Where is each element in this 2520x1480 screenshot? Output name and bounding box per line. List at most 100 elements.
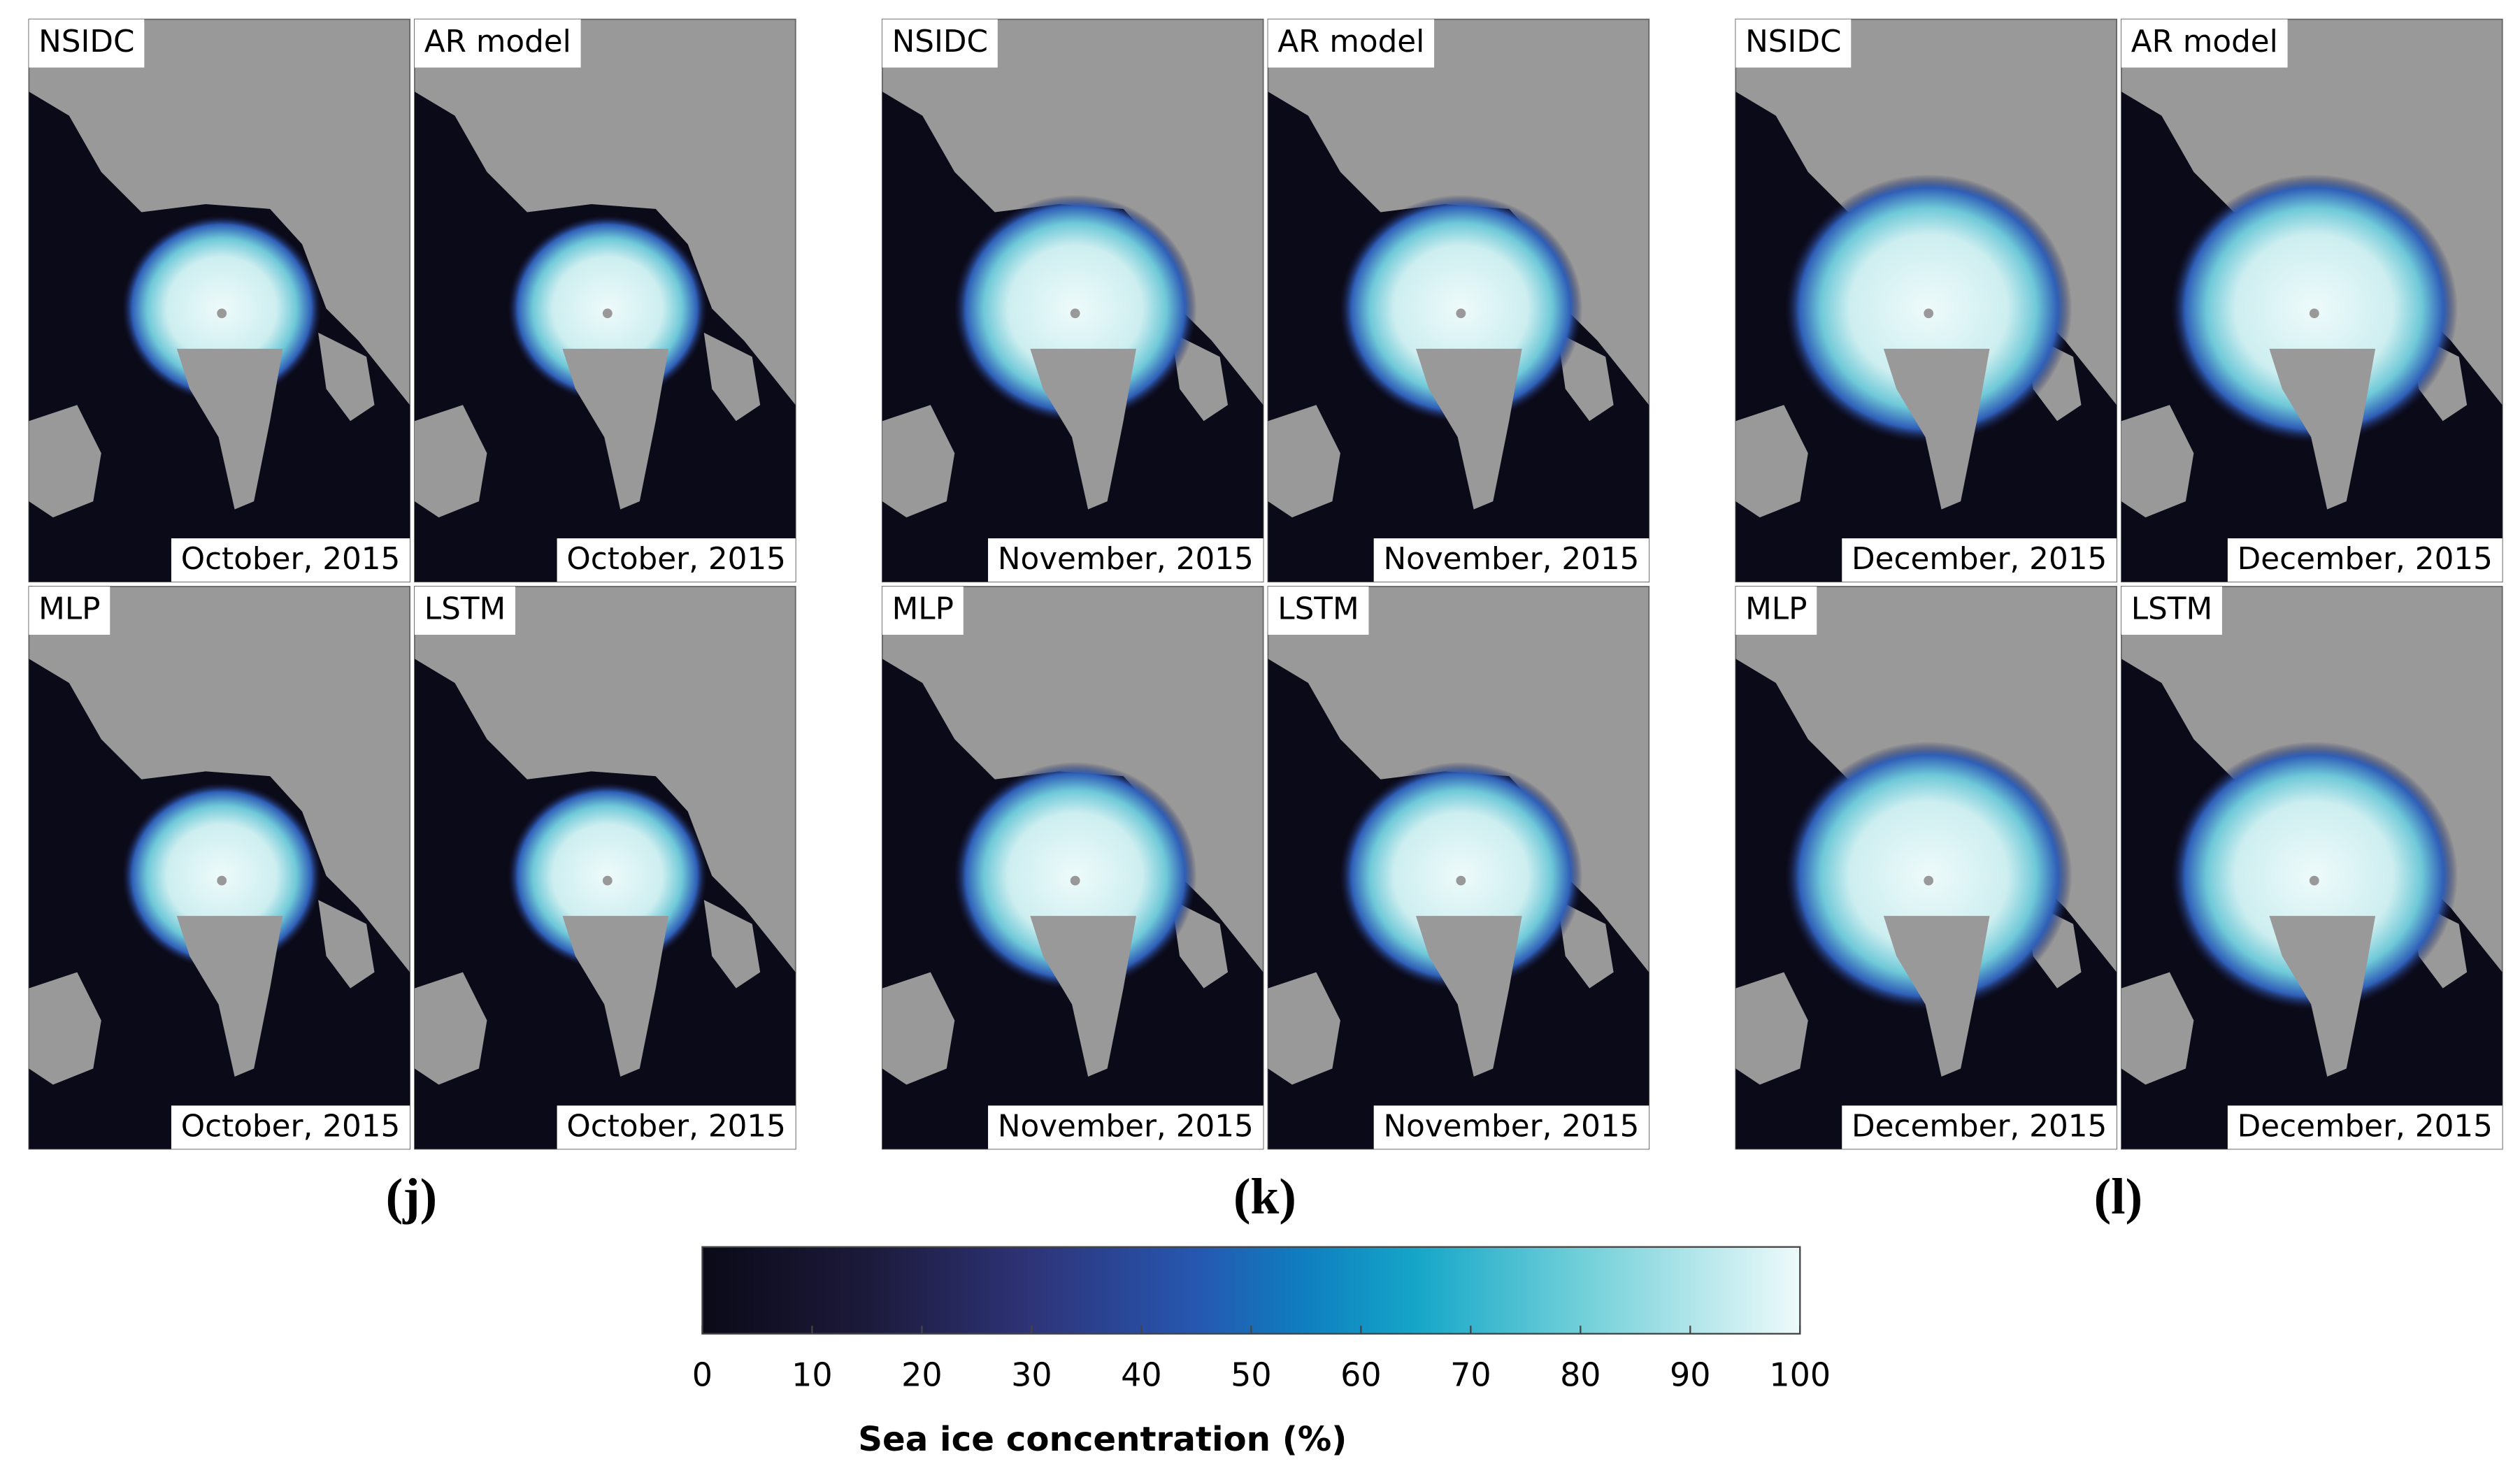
label-box <box>557 1105 796 1149</box>
land <box>318 332 375 422</box>
map-panel: MLP December, 2015 <box>1735 586 2118 1150</box>
sea-ice <box>953 194 1197 423</box>
greenland <box>1030 916 1137 1077</box>
land <box>2121 405 2194 518</box>
greenland <box>1883 348 1990 510</box>
pole <box>602 308 613 319</box>
label-box <box>1373 538 1649 582</box>
greenland <box>1883 916 1990 1077</box>
label-box <box>2227 1105 2503 1149</box>
map-panel: LSTM December, 2015 <box>2121 586 2503 1150</box>
date-label: October, 2015 <box>181 1109 401 1144</box>
date-label: December, 2015 <box>2238 541 2493 577</box>
label-box <box>1735 586 1817 635</box>
pole <box>2309 308 2319 319</box>
label-box <box>29 19 145 68</box>
pole <box>1456 308 1466 319</box>
label-box <box>1735 19 1852 68</box>
land <box>703 900 761 989</box>
label-box <box>415 19 581 68</box>
model-label: LSTM <box>2131 591 2212 626</box>
greenland <box>176 348 283 510</box>
colorbar <box>701 1246 1801 1335</box>
label-box <box>988 1105 1263 1149</box>
map-panel: AR model October, 2015 <box>414 18 796 583</box>
label-box <box>171 538 410 582</box>
label-box <box>2121 586 2222 635</box>
land <box>703 332 761 422</box>
model-label: MLP <box>38 591 100 626</box>
land <box>1735 405 1808 518</box>
land <box>1268 972 1340 1085</box>
greenland <box>562 348 669 510</box>
pole <box>1924 308 1934 319</box>
panel-letter: (l) <box>2094 1168 2142 1225</box>
label-box <box>2227 538 2503 582</box>
land <box>2121 972 2194 1085</box>
sea-ice <box>1339 762 1583 990</box>
map-panel: NSIDC November, 2015 <box>881 18 1264 583</box>
date-label: December, 2015 <box>1852 541 2107 577</box>
label-box <box>882 586 964 635</box>
label-box <box>1842 1105 2117 1149</box>
colorbar-tick-label: 70 <box>1450 1356 1491 1393</box>
sea-ice <box>2170 174 2458 443</box>
label-box <box>1373 1105 1649 1149</box>
pole <box>2309 875 2319 886</box>
label-box <box>882 19 998 68</box>
greenland <box>1415 348 1522 510</box>
date-label: October, 2015 <box>566 1109 786 1144</box>
colorbar-tick-label: 50 <box>1231 1356 1271 1393</box>
label-box <box>1268 19 1435 68</box>
land <box>1735 972 1808 1085</box>
colorbar-tick-label: 90 <box>1670 1356 1710 1393</box>
label-box <box>1842 538 2117 582</box>
model-label: LSTM <box>1277 591 1359 626</box>
panel-letter: (k) <box>1233 1168 1296 1225</box>
greenland <box>1415 916 1522 1077</box>
greenland <box>1030 348 1137 510</box>
colorbar-tick-label: 100 <box>1769 1356 1831 1393</box>
greenland <box>2269 916 2376 1077</box>
colorbar-title: Sea ice concentration (%) <box>858 1420 1347 1459</box>
colorbar-tick-label: 80 <box>1560 1356 1601 1393</box>
date-label: October, 2015 <box>181 541 401 577</box>
colorbar-tick-label: 60 <box>1340 1356 1381 1393</box>
map-panel: LSTM October, 2015 <box>414 586 796 1150</box>
model-label: NSIDC <box>892 24 988 59</box>
pole <box>217 875 227 886</box>
map-panel: AR model December, 2015 <box>2121 18 2503 583</box>
label-box <box>29 586 110 635</box>
land <box>415 405 487 518</box>
colorbar-tick-label: 20 <box>901 1356 942 1393</box>
land <box>29 972 101 1085</box>
greenland <box>2269 348 2376 510</box>
label-box <box>988 538 1263 582</box>
land <box>29 405 101 518</box>
sea-ice <box>1784 174 2072 443</box>
map-panel: AR model November, 2015 <box>1267 18 1650 583</box>
land <box>882 972 955 1085</box>
colorbar-tick-label: 0 <box>692 1356 713 1393</box>
land <box>318 900 375 989</box>
panel-letter: (j) <box>386 1168 437 1225</box>
land <box>882 405 955 518</box>
map-panel: NSIDC December, 2015 <box>1735 18 2118 583</box>
sea-ice <box>1339 194 1583 423</box>
date-label: November, 2015 <box>998 541 1254 577</box>
label-box <box>2121 19 2288 68</box>
date-label: December, 2015 <box>2238 1109 2493 1144</box>
pole <box>1070 308 1080 319</box>
pole <box>602 875 613 886</box>
label-box <box>1268 586 1369 635</box>
map-panel: NSIDC October, 2015 <box>28 18 411 583</box>
pole <box>1070 875 1080 886</box>
colorbar-tick-label: 40 <box>1121 1356 1161 1393</box>
model-label: AR model <box>2131 24 2278 59</box>
date-label: November, 2015 <box>1383 541 1639 577</box>
label-box <box>557 538 796 582</box>
model-label: LSTM <box>424 591 506 626</box>
date-label: November, 2015 <box>1383 1109 1639 1144</box>
date-label: November, 2015 <box>998 1109 1254 1144</box>
